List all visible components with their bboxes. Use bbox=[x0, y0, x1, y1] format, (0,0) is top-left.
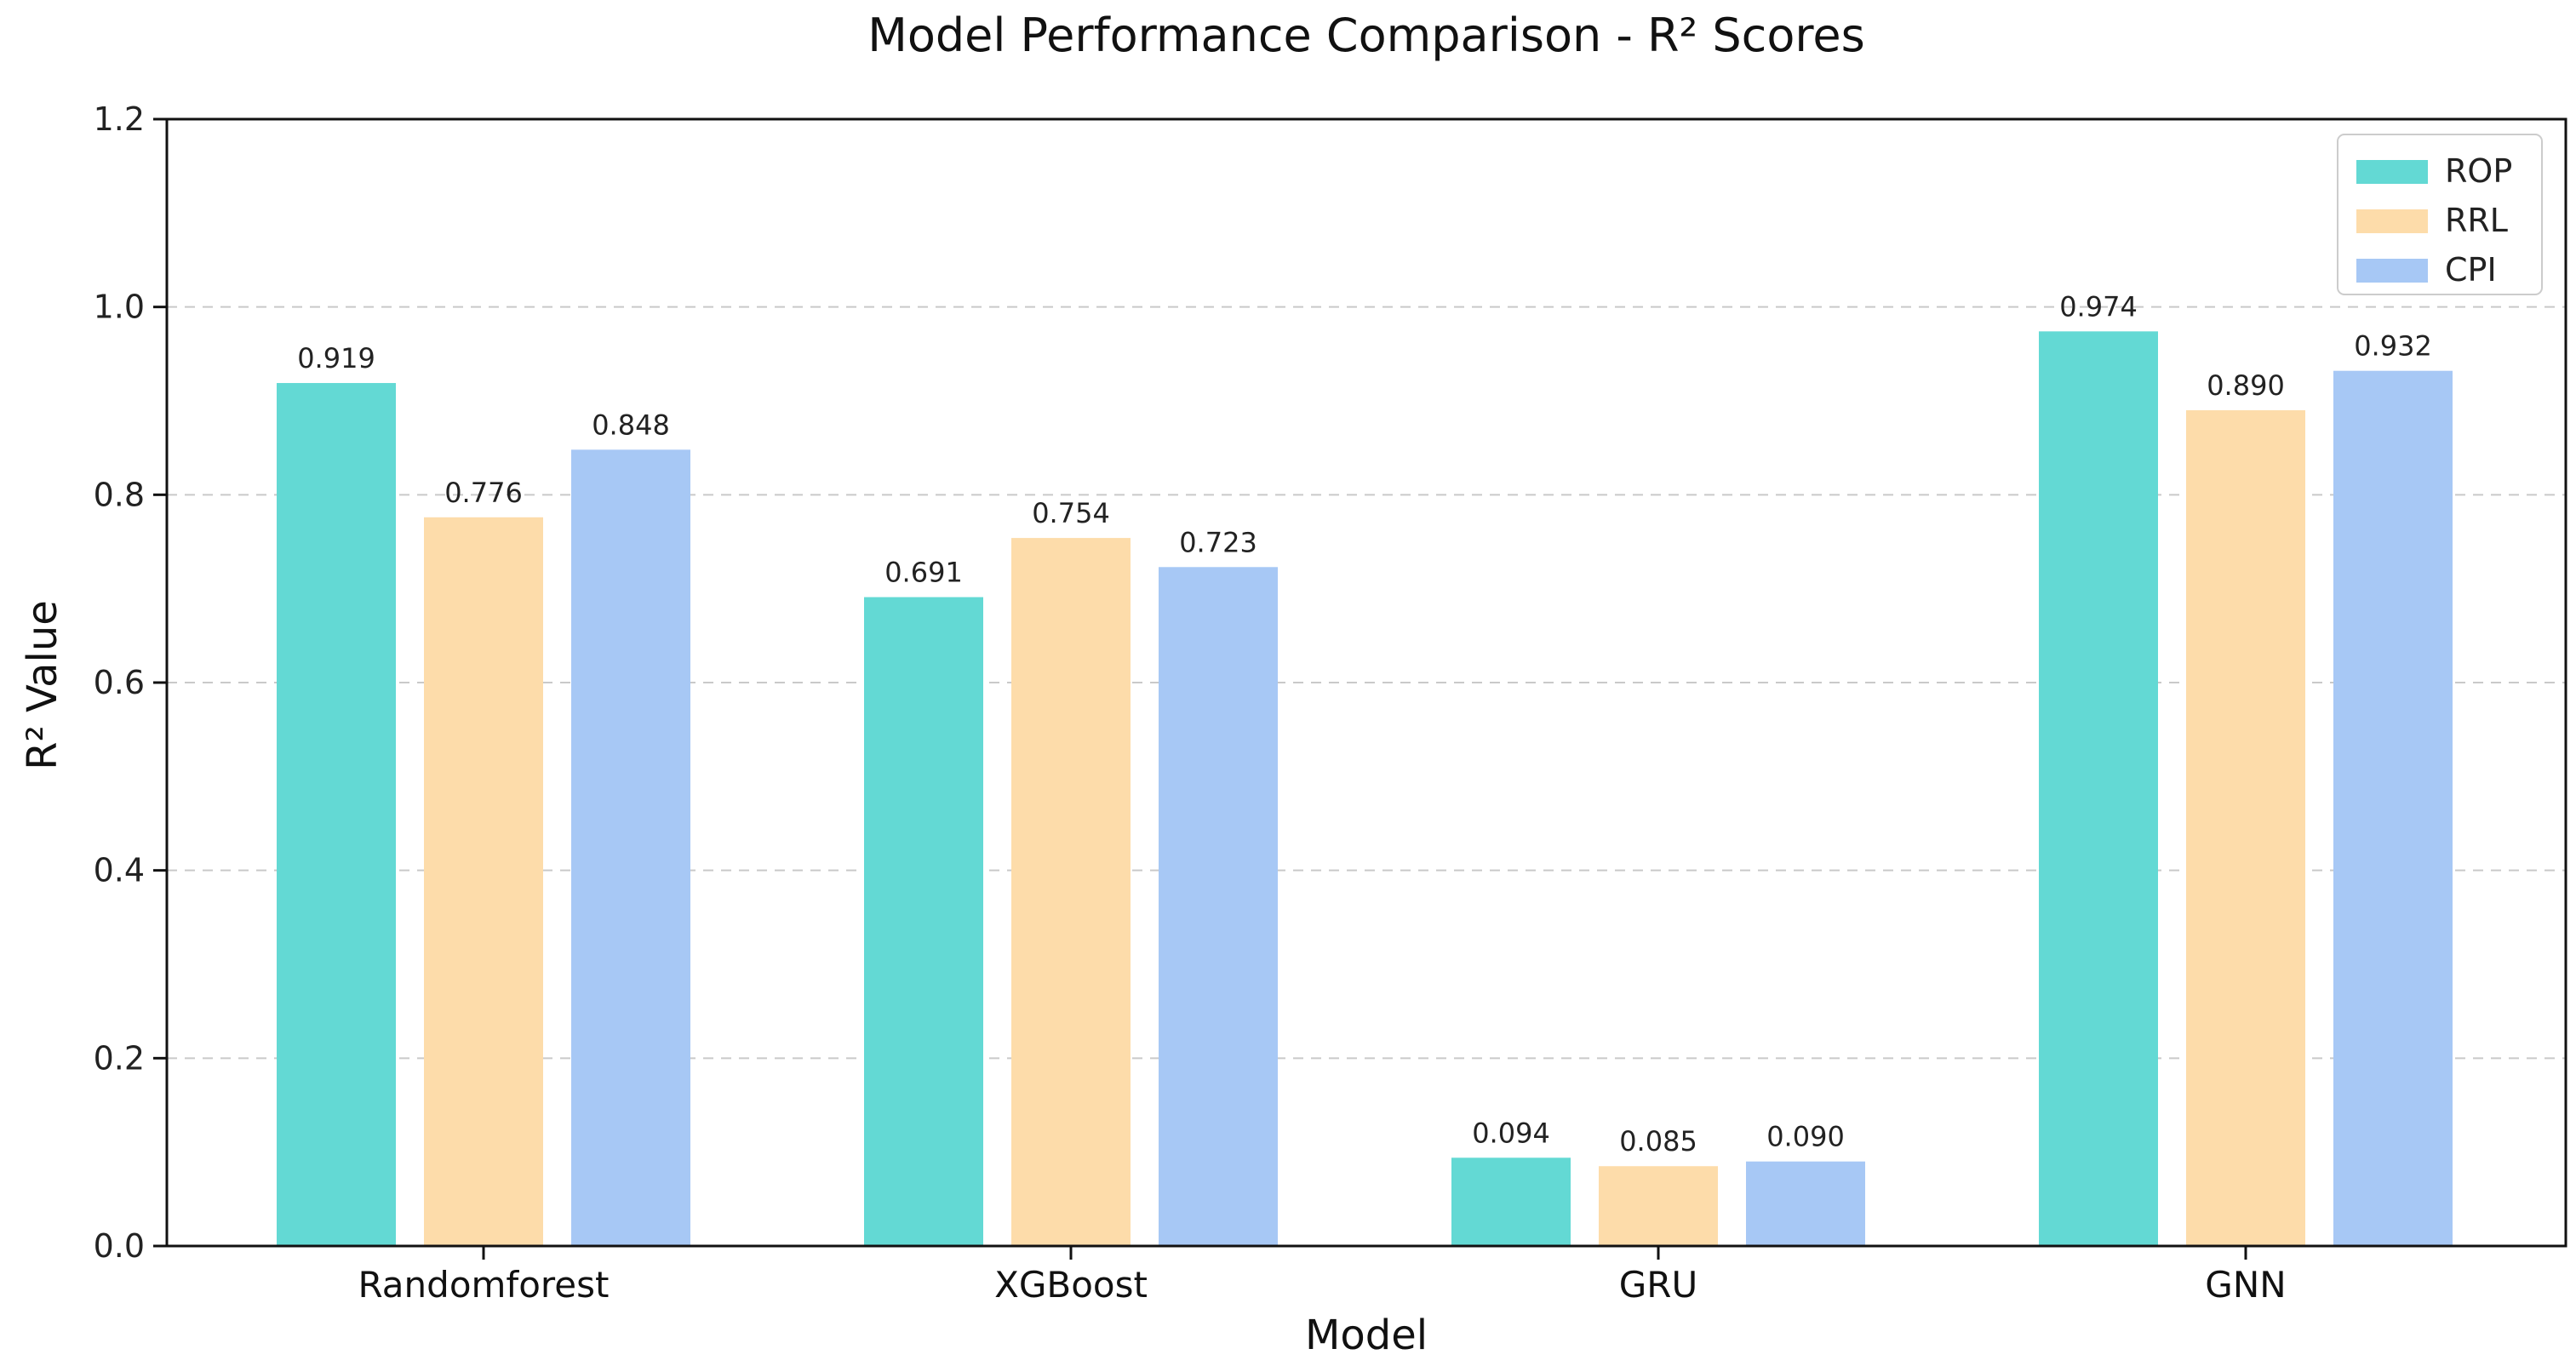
chart-title: Model Performance Comparison - R² Scores bbox=[867, 9, 1865, 62]
legend-label-cpi: CPI bbox=[2445, 251, 2497, 289]
data-label: 0.848 bbox=[592, 409, 670, 441]
data-label: 0.754 bbox=[1032, 497, 1110, 529]
bar-rop-randomforest bbox=[277, 383, 396, 1247]
bar-rop-gru bbox=[1451, 1157, 1571, 1246]
x-axis-label: Model bbox=[1305, 1312, 1428, 1359]
bar-rop-xgboost bbox=[864, 597, 983, 1246]
bar-rrl-gru bbox=[1599, 1166, 1718, 1246]
x-tick-label: GNN bbox=[2205, 1264, 2286, 1306]
data-label: 0.776 bbox=[444, 477, 523, 509]
bar-cpi-randomforest bbox=[571, 449, 690, 1246]
grid-layer bbox=[167, 306, 2566, 1060]
bar-cpi-gru bbox=[1746, 1161, 1865, 1246]
data-label: 0.723 bbox=[1179, 526, 1257, 558]
data-label: 0.932 bbox=[2354, 330, 2432, 363]
legend-swatch-rrl bbox=[2356, 209, 2428, 233]
data-label: 0.919 bbox=[297, 342, 375, 374]
y-tick-label: 1.2 bbox=[94, 100, 145, 138]
ticks-layer: 0.0 0.2 0.4 0.6 0.8 1.0 1.2 Randomforest XGBoost… bbox=[94, 100, 2287, 1306]
legend-label-rop: ROP bbox=[2445, 152, 2512, 190]
data-label: 0.890 bbox=[2207, 369, 2285, 402]
legend-swatch-rop bbox=[2356, 160, 2428, 184]
y-tick-label: 0.0 bbox=[94, 1227, 145, 1265]
bar-rrl-xgboost bbox=[1011, 538, 1131, 1246]
x-tick-label: XGBoost bbox=[994, 1264, 1148, 1306]
legend-swatch-cpi bbox=[2356, 259, 2428, 283]
data-label: 0.085 bbox=[1619, 1125, 1697, 1157]
y-tick-label: 0.8 bbox=[94, 476, 145, 513]
bar-rop-gnn bbox=[2039, 331, 2158, 1247]
data-label: 0.974 bbox=[2059, 290, 2138, 323]
bars-layer: 0.919 0.776 0.848 0.691 0.754 0.723 0.094 0.085… bbox=[277, 290, 2453, 1247]
y-tick-label: 1.0 bbox=[94, 289, 145, 326]
x-tick-label: GRU bbox=[1619, 1264, 1697, 1306]
data-label: 0.691 bbox=[884, 557, 963, 589]
data-label: 0.094 bbox=[1472, 1117, 1550, 1149]
y-tick-label: 0.2 bbox=[94, 1039, 145, 1077]
y-tick-label: 0.4 bbox=[94, 852, 145, 889]
y-tick-label: 0.6 bbox=[94, 664, 145, 701]
bar-cpi-xgboost bbox=[1159, 567, 1278, 1246]
bar-rrl-randomforest bbox=[424, 517, 543, 1246]
data-label: 0.090 bbox=[1766, 1121, 1845, 1153]
legend: ROP RRL CPI bbox=[2337, 134, 2543, 295]
y-axis-label: R² Value bbox=[19, 600, 66, 770]
bar-cpi-gnn bbox=[2333, 370, 2453, 1246]
x-tick-label: Randomforest bbox=[358, 1264, 610, 1306]
legend-label-rrl: RRL bbox=[2445, 202, 2508, 239]
bar-rrl-gnn bbox=[2186, 410, 2305, 1246]
